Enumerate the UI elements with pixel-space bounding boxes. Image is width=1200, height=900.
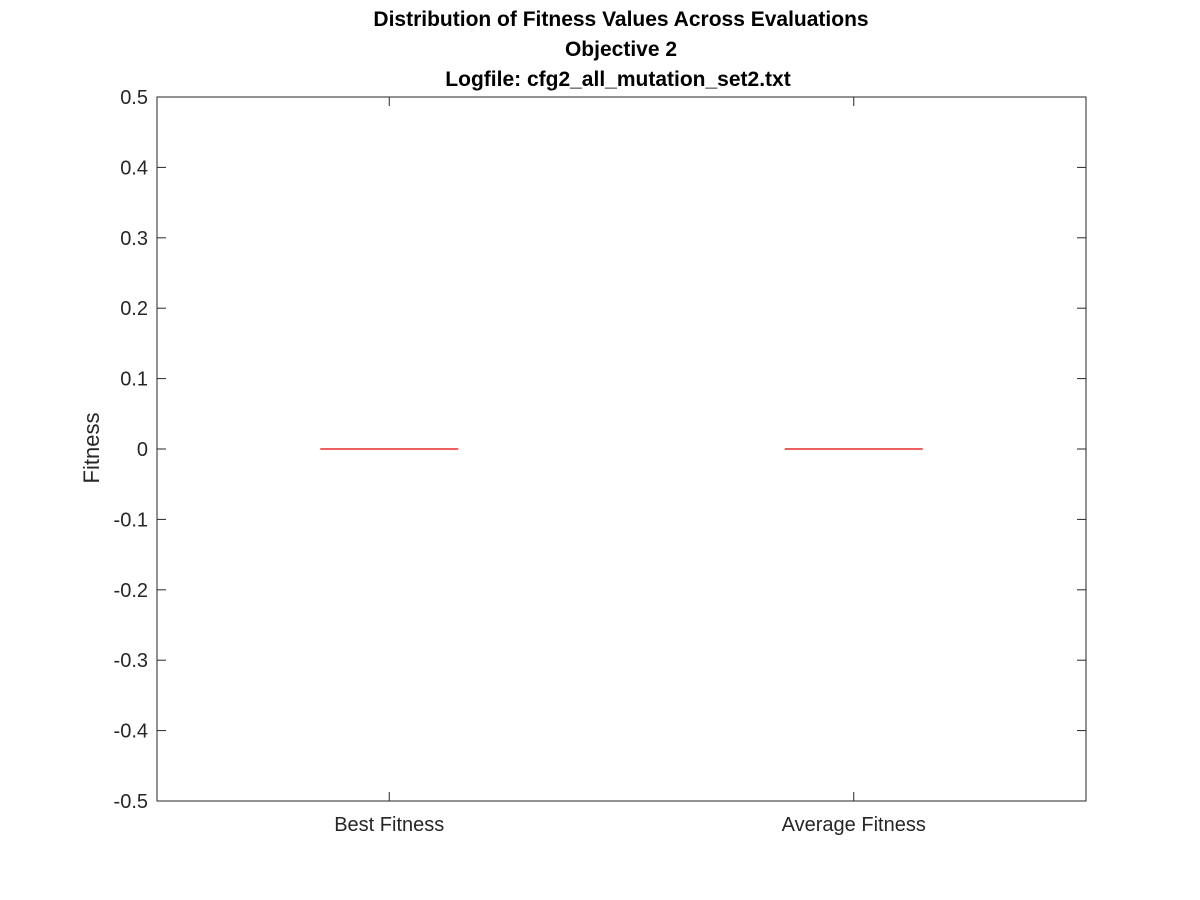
y-tick-label: -0.5: [114, 791, 148, 813]
y-tick-label: -0.1: [114, 509, 148, 531]
y-axis-label: Fitness: [79, 413, 104, 484]
y-tick-label: 0.1: [120, 369, 148, 391]
axes-box: [156, 96, 1087, 802]
y-tick-label: -0.2: [114, 580, 148, 602]
title-line-1: Distribution of Fitness Values Across Ev…: [373, 8, 868, 31]
plot-area: -0.5 -0.4 -0.3 -0.2 -0.1 0 0.1 0.2 0.3 0.4 0.5 Best…: [114, 87, 1087, 836]
y-tick-label: 0.2: [120, 298, 148, 320]
title-line-3: Logfile: cfg2_all_mutation_set2.txt: [445, 68, 790, 91]
y-tick-label: 0.4: [120, 157, 148, 179]
y-tick-label: 0.3: [120, 228, 148, 250]
y-tick-label: 0.5: [120, 87, 148, 109]
x-tick-label: Best Fitness: [334, 814, 444, 836]
chart-title: Distribution of Fitness Values Across Ev…: [373, 8, 868, 91]
y-tick-label: -0.3: [114, 650, 148, 672]
title-line-2: Objective 2: [565, 38, 677, 61]
x-tick-label: Average Fitness: [782, 814, 926, 836]
y-tick-label: -0.4: [114, 721, 148, 743]
y-tick-label: 0: [137, 439, 148, 461]
